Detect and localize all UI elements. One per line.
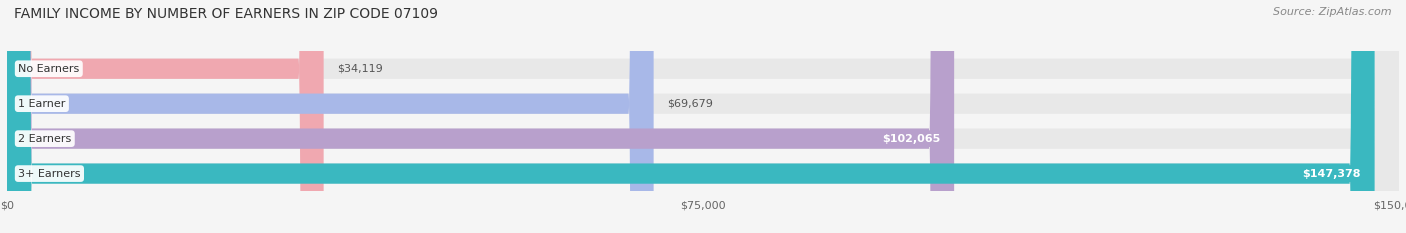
- Text: $34,119: $34,119: [337, 64, 384, 74]
- FancyBboxPatch shape: [7, 0, 323, 233]
- FancyBboxPatch shape: [7, 0, 1375, 233]
- Text: No Earners: No Earners: [18, 64, 79, 74]
- Text: $102,065: $102,065: [882, 134, 941, 144]
- Text: $147,378: $147,378: [1302, 169, 1361, 178]
- FancyBboxPatch shape: [7, 0, 654, 233]
- Text: 3+ Earners: 3+ Earners: [18, 169, 80, 178]
- FancyBboxPatch shape: [7, 0, 1399, 233]
- Text: Source: ZipAtlas.com: Source: ZipAtlas.com: [1274, 7, 1392, 17]
- FancyBboxPatch shape: [7, 0, 1399, 233]
- FancyBboxPatch shape: [7, 0, 1399, 233]
- FancyBboxPatch shape: [7, 0, 955, 233]
- Text: 2 Earners: 2 Earners: [18, 134, 72, 144]
- Text: 1 Earner: 1 Earner: [18, 99, 66, 109]
- Text: FAMILY INCOME BY NUMBER OF EARNERS IN ZIP CODE 07109: FAMILY INCOME BY NUMBER OF EARNERS IN ZI…: [14, 7, 439, 21]
- Text: $69,679: $69,679: [668, 99, 713, 109]
- FancyBboxPatch shape: [7, 0, 1399, 233]
